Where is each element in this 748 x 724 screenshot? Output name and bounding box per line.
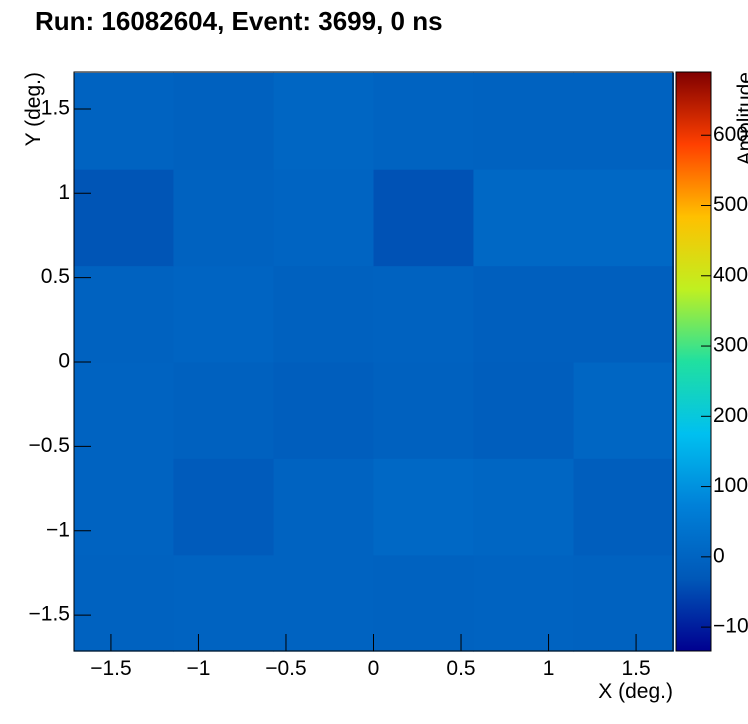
heat-cell (173, 265, 275, 363)
y-tick-label: −1.5 (29, 603, 70, 626)
colorbar-tick-label: 100 (713, 474, 748, 497)
heat-cell (73, 362, 174, 459)
colorbar-tick-label: 600 (713, 123, 748, 146)
colorbar-tick-label: 0 (713, 544, 725, 567)
y-axis-label: Y (deg.) (22, 72, 45, 146)
heat-cell (573, 265, 675, 363)
heat-cell (473, 265, 575, 363)
colorbar-tick-label: 200 (713, 404, 748, 427)
x-tick-label: −0.5 (265, 657, 306, 680)
chart-title: Run: 16082604, Event: 3699, 0 ns (35, 6, 443, 36)
heat-cell (173, 72, 275, 170)
heat-cell (273, 265, 374, 363)
heat-cell (273, 72, 374, 170)
colorbar-tick-label: 400 (713, 263, 748, 286)
x-tick-label: 1.5 (621, 657, 650, 680)
x-tick-label: −1 (186, 657, 210, 680)
heat-cell (73, 265, 174, 363)
heat-cell (173, 554, 275, 652)
x-tick-label: −1.5 (90, 657, 131, 680)
heat-cell (273, 169, 374, 267)
colorbar-label: Amplitude (734, 72, 748, 165)
x-axis-label: X (deg.) (598, 680, 673, 703)
heat-cell (473, 362, 575, 459)
heat-cell (273, 458, 374, 556)
heat-cell (573, 458, 675, 556)
heat-cell (373, 362, 474, 459)
heat-cell (273, 554, 374, 652)
y-tick-label: 1.5 (41, 96, 70, 119)
y-tick-label: 0.5 (41, 265, 70, 288)
heat-cell (73, 458, 174, 556)
heat-cell (273, 362, 374, 459)
heat-cell (173, 169, 275, 267)
y-tick-label: 0 (58, 350, 70, 373)
heat-cell (473, 169, 575, 267)
heat-cell (373, 72, 474, 170)
heat-cell (573, 169, 675, 267)
heat-cell (373, 169, 474, 267)
heat-cell (473, 458, 575, 556)
heat-cell (573, 554, 675, 652)
y-tick-label: −0.5 (29, 434, 70, 457)
heat-cell (473, 72, 575, 170)
y-tick-label: −1 (46, 518, 70, 541)
heat-cell (73, 72, 174, 170)
heat-cell (73, 554, 174, 652)
heat-cell (173, 458, 275, 556)
heat-cell (173, 362, 275, 459)
colorbar-tick-label: 300 (713, 334, 748, 357)
x-tick-label: 0.5 (446, 657, 475, 680)
heat-cell (373, 458, 474, 556)
colorbar-tick-label: 500 (713, 193, 748, 216)
heat-cell (373, 265, 474, 363)
x-tick-label: 1 (543, 657, 555, 680)
x-tick-label: 0 (368, 657, 380, 680)
heat-cell (573, 362, 675, 459)
heat-cell (473, 554, 575, 652)
heat-cell (573, 72, 675, 170)
colorbar (675, 71, 712, 652)
colorbar-tick-label: −100 (713, 615, 748, 638)
heat-cell (73, 169, 174, 267)
y-tick-label: 1 (58, 181, 70, 204)
heat-cell (373, 554, 474, 652)
